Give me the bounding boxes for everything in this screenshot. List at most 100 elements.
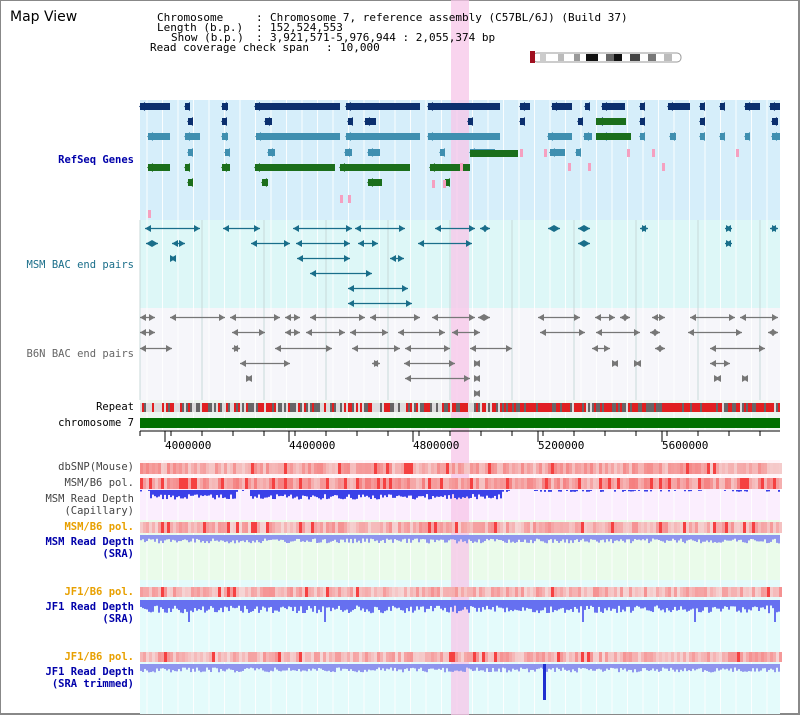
heat-cell: [230, 652, 233, 662]
repeat-cell: [684, 403, 686, 412]
heat-cell: [218, 652, 221, 662]
depth-bar: [668, 600, 670, 611]
heat-cell: [563, 478, 566, 489]
heat-cell: [575, 478, 578, 489]
depth-bar: [240, 664, 242, 672]
depth-bar: [680, 535, 682, 539]
depth-bar: [244, 664, 246, 669]
gene-arrow-icon: [744, 132, 750, 141]
heat-cell: [620, 652, 623, 662]
depth-bar: [486, 535, 488, 539]
gene-arrow-icon: [427, 132, 433, 141]
repeat-cell: [610, 403, 612, 412]
depth-bar: [464, 664, 466, 672]
bac-end-icon: [275, 345, 281, 352]
heat-cell: [146, 522, 149, 533]
depth-bar: [540, 600, 542, 611]
depth-bar: [706, 600, 708, 608]
depth-bar: [254, 490, 256, 497]
depth-bar: [738, 600, 740, 611]
repeat-cell: [612, 403, 614, 412]
heat-cell: [395, 652, 398, 662]
depth-bar: [180, 664, 182, 672]
gene-arrow-icon: [221, 163, 227, 172]
repeat-cell: [642, 403, 644, 412]
repeat-cell: [156, 403, 158, 412]
repeat-cell: [502, 403, 504, 412]
heat-cell: [509, 587, 512, 597]
heat-cell: [371, 652, 374, 662]
heat-cell: [236, 478, 239, 489]
gene-arrow-icon: [583, 132, 589, 141]
depth-bar: [604, 535, 606, 543]
heat-cell: [494, 478, 497, 489]
heat-cell: [746, 652, 749, 662]
depth-bar: [184, 664, 186, 668]
depth-bar: [226, 664, 228, 670]
depth-bar: [460, 490, 462, 499]
bac-end-icon: [405, 375, 411, 382]
depth-bar: [582, 535, 584, 539]
gene-block: [668, 103, 690, 110]
heat-cell: [356, 652, 359, 662]
depth-bar: [588, 535, 590, 543]
bac-end-icon: [574, 314, 580, 321]
heat-cell: [647, 478, 650, 489]
depth-bar: [444, 664, 446, 673]
repeat-cell: [442, 403, 444, 412]
depth-bar: [682, 664, 684, 672]
depth-bar: [258, 490, 260, 495]
depth-bar: [246, 600, 248, 610]
heat-cell: [185, 652, 188, 662]
heat-cell: [665, 463, 668, 474]
bac-end-icon: [179, 240, 185, 247]
heat-cell: [353, 478, 356, 489]
depth-bar: [262, 490, 264, 499]
heat-cell: [764, 463, 767, 474]
heat-cell: [371, 587, 374, 597]
repeat-cell: [724, 403, 726, 412]
heat-cell: [284, 478, 287, 489]
depth-bar: [610, 535, 612, 540]
repeat-cell: [526, 403, 528, 412]
depth-bar: [458, 664, 460, 672]
repeat-cell: [462, 403, 464, 412]
depth-bar: [766, 535, 768, 544]
depth-bar: [548, 664, 550, 669]
heat-cell: [494, 652, 497, 662]
heat-cell: [140, 652, 143, 662]
depth-bar: [228, 490, 230, 500]
depth-bar: [410, 490, 412, 496]
repeat-cell: [546, 403, 548, 412]
depth-bar: [238, 535, 240, 543]
heat-cell: [761, 587, 764, 597]
heat-cell: [581, 478, 584, 489]
depth-bar: [250, 600, 252, 612]
gene-arrow-icon: [427, 102, 433, 111]
bac-end-icon: [352, 345, 358, 352]
repeat-cell: [520, 403, 522, 412]
heat-cell: [398, 522, 401, 533]
heat-cell: [611, 478, 614, 489]
repeat-cell: [506, 403, 508, 412]
heat-cell: [269, 587, 272, 597]
heat-cell: [557, 522, 560, 533]
depth-bar: [398, 535, 400, 541]
heat-cell: [143, 478, 146, 489]
depth-bar: [564, 600, 566, 613]
depth-bar: [406, 664, 408, 669]
repeat-cell: [444, 403, 446, 412]
repeat-cell: [172, 403, 174, 412]
depth-bar: [568, 600, 570, 611]
depth-bar: [698, 535, 700, 540]
heat-cell: [152, 463, 155, 474]
heat-cell: [374, 587, 377, 597]
depth-bar: [776, 600, 778, 613]
repeat-cell: [452, 403, 454, 412]
heat-cell: [467, 587, 470, 597]
depth-bar: [382, 535, 384, 540]
depth-bar: [646, 490, 648, 492]
heat-cell: [311, 522, 314, 533]
heat-cell: [185, 478, 188, 489]
